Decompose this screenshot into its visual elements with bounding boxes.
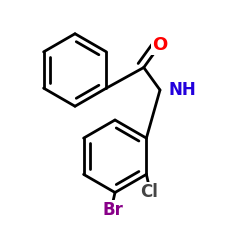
Text: Cl: Cl — [140, 183, 158, 201]
Text: NH: NH — [169, 81, 196, 99]
Text: Br: Br — [102, 201, 123, 219]
Text: O: O — [152, 36, 168, 54]
